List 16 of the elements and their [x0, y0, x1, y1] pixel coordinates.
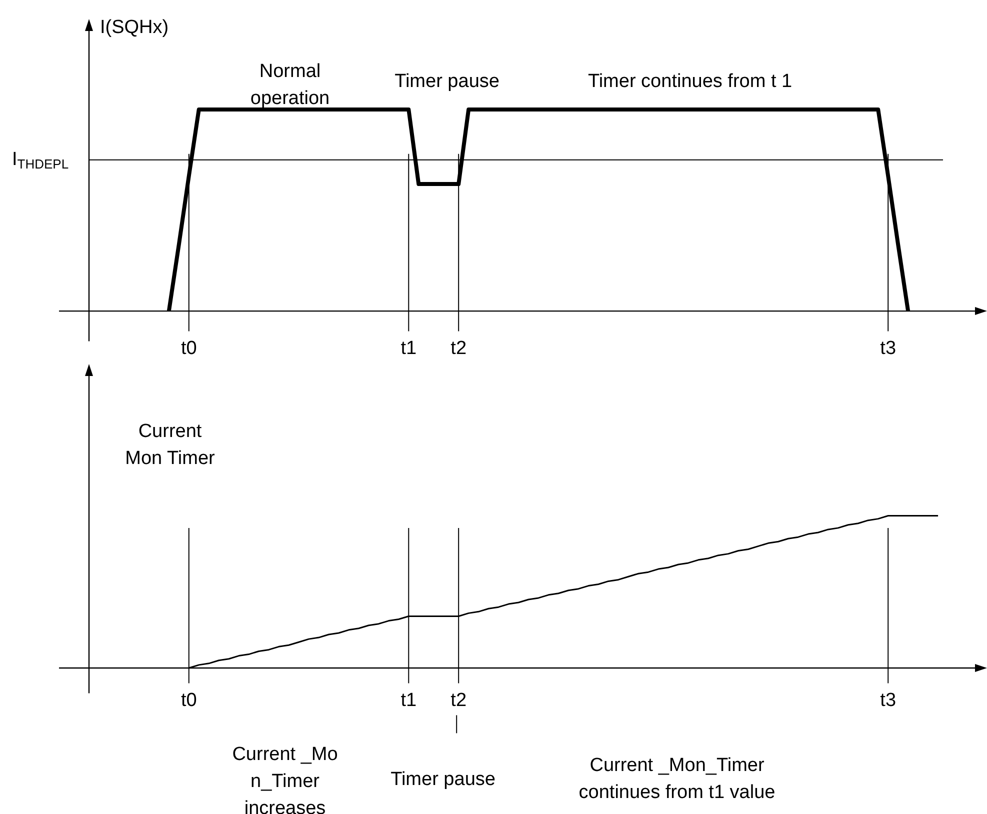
x-tick-label: t2: [450, 338, 467, 359]
text: Timer pause: [390, 769, 496, 790]
x-tick-label: t3: [880, 338, 896, 359]
text: Normal operation: [250, 61, 330, 110]
text: Timer pause: [394, 71, 500, 92]
text: Current _Mo n_Timer increases: [232, 744, 338, 814]
y-axis-title: Current Mon Timer: [125, 421, 216, 470]
x-tick-label: t1: [400, 338, 417, 359]
text: Current _Mon_Timer continues from t1 value: [578, 755, 776, 804]
x-tick-label: t0: [180, 690, 197, 711]
x-tick-label: t1: [400, 690, 417, 711]
y-axis-title: I(SQHx): [100, 17, 169, 38]
x-tick-label: t3: [880, 690, 896, 711]
text: Timer continues from t 1: [588, 71, 792, 92]
x-tick-label: t0: [180, 338, 197, 359]
x-tick-label: t2: [450, 690, 467, 711]
